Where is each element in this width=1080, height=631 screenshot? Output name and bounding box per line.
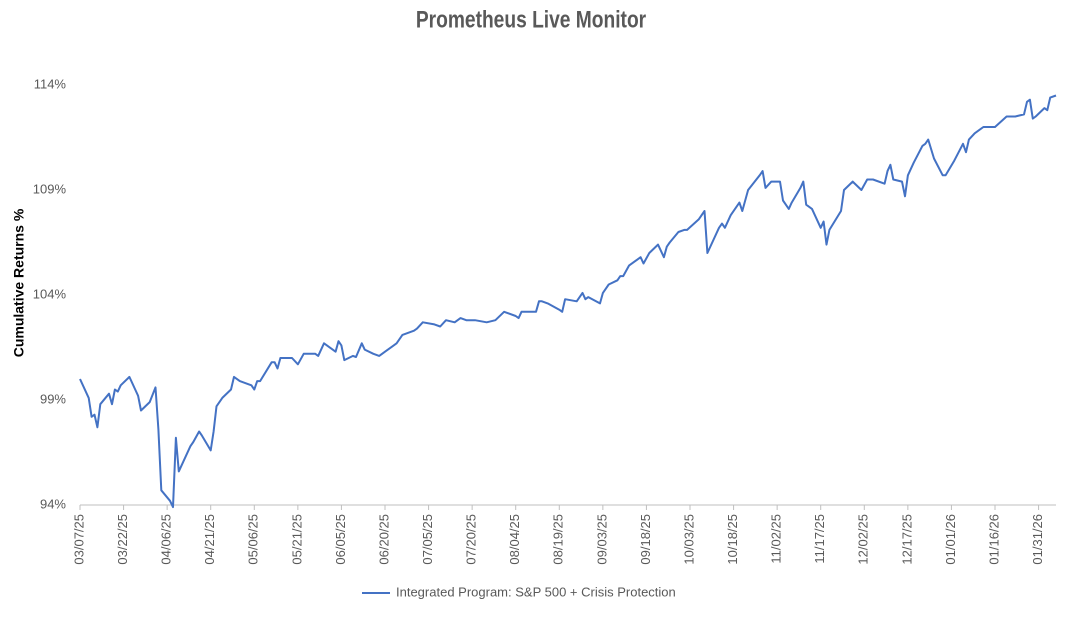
x-tick-label: 01/31/26 xyxy=(1030,514,1045,565)
y-tick-label: 99% xyxy=(40,391,66,406)
y-tick-label: 114% xyxy=(34,76,67,91)
x-tick-label: 01/01/26 xyxy=(943,514,958,565)
x-tick-label: 09/18/25 xyxy=(638,514,653,565)
x-tick-label: 07/20/25 xyxy=(464,514,479,565)
x-tick-label: 12/02/25 xyxy=(856,514,871,565)
x-tick-label: 03/07/25 xyxy=(71,514,86,565)
x-tick-label: 05/21/25 xyxy=(289,514,304,565)
x-tick-label: 06/20/25 xyxy=(376,514,391,565)
x-tick-label: 12/17/25 xyxy=(899,514,914,565)
x-tick-label: 08/19/25 xyxy=(551,514,566,565)
x-tick-label: 11/02/25 xyxy=(769,514,784,564)
x-tick-label: 08/04/25 xyxy=(507,514,522,565)
chart-title: Prometheus Live Monitor xyxy=(416,5,647,33)
x-tick-label: 10/18/25 xyxy=(725,514,740,565)
y-tick-label: 104% xyxy=(33,286,67,301)
x-tick-label: 05/06/25 xyxy=(246,514,261,565)
x-tick-label: 06/05/25 xyxy=(333,514,348,565)
x-tick-label: 03/22/25 xyxy=(115,514,130,565)
x-tick-label: 04/06/25 xyxy=(159,514,174,565)
y-tick-label: 94% xyxy=(40,496,66,511)
legend-label: Integrated Program: S&P 500 + Crisis Pro… xyxy=(396,584,676,599)
x-tick-label: 07/05/25 xyxy=(420,514,435,565)
data-line xyxy=(79,94,1057,509)
y-tick-label: 109% xyxy=(33,181,67,196)
x-tick-label: 09/03/25 xyxy=(594,514,609,565)
x-tick-label: 11/17/25 xyxy=(812,514,827,564)
x-tick-label: 10/03/25 xyxy=(681,514,696,565)
y-axis-label: Cumulative Returns % xyxy=(11,208,27,357)
x-tick-label: 01/16/26 xyxy=(986,514,1001,565)
x-tick-label: 04/21/25 xyxy=(202,514,217,565)
